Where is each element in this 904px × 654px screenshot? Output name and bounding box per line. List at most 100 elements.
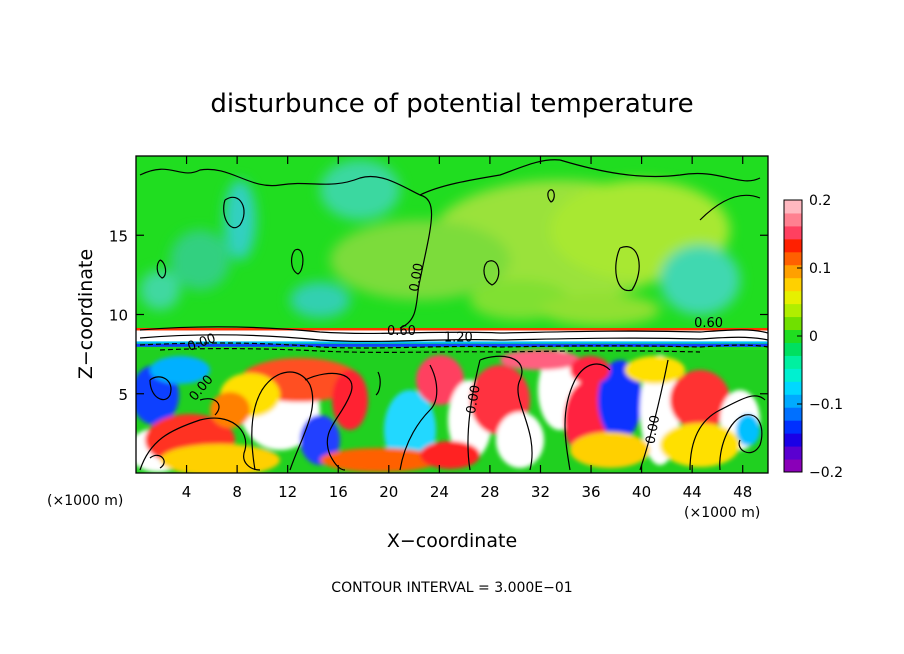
colorbar-swatch-18 bbox=[784, 225, 802, 240]
contour-line-19 bbox=[479, 355, 533, 471]
contour-lines bbox=[139, 159, 768, 471]
colorbar-swatch-4 bbox=[784, 407, 802, 421]
contour-label-2: 0.00 bbox=[407, 262, 427, 293]
contour-line-0 bbox=[139, 168, 433, 329]
y-tick-label-2: 15 bbox=[109, 227, 128, 245]
lower-patch-10 bbox=[416, 355, 464, 405]
y-tick-label-0: 5 bbox=[118, 386, 128, 404]
x-unit-left: (×1000 m) bbox=[47, 493, 123, 509]
x-tick-label-5: 24 bbox=[430, 483, 449, 501]
colorbar-label-1: 0.1 bbox=[809, 261, 831, 277]
y-axis: 5 10 15 bbox=[109, 227, 768, 404]
upper-patch-2 bbox=[330, 220, 510, 300]
upper-patch-4 bbox=[224, 180, 256, 260]
upper-patch-10 bbox=[140, 270, 180, 310]
contour-line-15 bbox=[251, 371, 314, 471]
contour-label-6: 0.00 bbox=[643, 414, 663, 445]
contour-line-23 bbox=[719, 414, 763, 471]
x-tick-label-10: 44 bbox=[683, 483, 702, 501]
inversion-white bbox=[136, 330, 768, 342]
colorbar-swatch-13 bbox=[784, 290, 802, 305]
lower-patch-7 bbox=[332, 370, 368, 430]
x-tick-label-3: 16 bbox=[329, 483, 348, 501]
x-tick-label-0: 4 bbox=[182, 483, 192, 501]
contour-line-7 bbox=[615, 246, 640, 292]
y-tick-label-1: 10 bbox=[109, 307, 128, 325]
colorbar-label-2: 0 bbox=[809, 329, 818, 345]
inversion-blue bbox=[136, 343, 768, 347]
colorbar-swatch-12 bbox=[784, 303, 802, 318]
contour-line-18 bbox=[467, 359, 481, 471]
colorbar: 0.2 0.1 0 −0.1 −0.2 bbox=[783, 193, 843, 481]
colorbar-swatch-10 bbox=[784, 329, 802, 343]
x-tick-label-7: 32 bbox=[531, 483, 550, 501]
contour-label-7: 0.60 bbox=[694, 316, 723, 331]
lower-patches bbox=[136, 350, 760, 473]
colorbar-swatch-7 bbox=[784, 368, 802, 382]
colorbar-swatch-20 bbox=[784, 200, 802, 214]
colorbar-swatch-9 bbox=[784, 342, 802, 356]
x-tick-label-6: 28 bbox=[480, 483, 499, 501]
contour-line-24 bbox=[149, 376, 172, 401]
lower-patch-27 bbox=[420, 441, 480, 469]
colorbar-swatch-1 bbox=[784, 446, 802, 460]
colorbar-swatch-16 bbox=[784, 251, 802, 266]
lower-patch-20 bbox=[736, 414, 760, 446]
x-axis: 4 8 12 16 20 24 28 32 36 40 44 48 bbox=[182, 156, 752, 501]
contour-line-25 bbox=[199, 398, 220, 416]
x-tick-label-2: 12 bbox=[278, 483, 297, 501]
contour-label-4: 1.20 bbox=[444, 330, 473, 345]
contour-line-11 bbox=[139, 334, 768, 342]
upper-patches bbox=[140, 160, 740, 326]
contour-line-14 bbox=[139, 417, 261, 471]
upper-patch-5 bbox=[290, 282, 350, 318]
x-unit-right: (×1000 m) bbox=[684, 505, 760, 521]
contour-line-12 bbox=[139, 342, 768, 349]
x-tick-label-9: 40 bbox=[632, 483, 651, 501]
contour-label-3: 0.60 bbox=[387, 324, 416, 339]
x-tick-label-4: 20 bbox=[379, 483, 398, 501]
x-axis-label: X−coordinate bbox=[387, 530, 517, 552]
contour-line-10 bbox=[139, 326, 768, 335]
colorbar-swatch-8 bbox=[784, 355, 802, 369]
contour-line-21 bbox=[639, 359, 669, 471]
x-tick-label-8: 36 bbox=[581, 483, 600, 501]
contour-line-20 bbox=[564, 363, 611, 471]
lower-patch-24 bbox=[150, 356, 210, 384]
contour-line-3 bbox=[699, 194, 761, 221]
inversion-red bbox=[136, 327, 768, 331]
lower-patch-23 bbox=[320, 448, 440, 472]
lower-patch-28 bbox=[625, 356, 685, 384]
chart-title: disturbunce of potential temperature bbox=[210, 89, 693, 119]
colorbar-swatch-19 bbox=[784, 212, 802, 227]
contour-line-9 bbox=[547, 189, 555, 203]
lower-patch-22 bbox=[570, 432, 650, 468]
contour-line-26 bbox=[375, 371, 381, 396]
colorbar-label-3: −0.1 bbox=[809, 397, 843, 413]
x-tick-label-11: 48 bbox=[733, 483, 752, 501]
upper-patch-9 bbox=[540, 294, 660, 326]
colorbar-label-0: 0.2 bbox=[809, 193, 831, 209]
contour-line-4 bbox=[223, 196, 245, 229]
contour-interval: CONTOUR INTERVAL = 3.000E−01 bbox=[331, 580, 572, 596]
upper-patch-6 bbox=[660, 245, 740, 315]
contour-label-5: 0.00 bbox=[464, 384, 484, 415]
contour-line-22 bbox=[689, 395, 766, 471]
lower-patch-6 bbox=[300, 415, 340, 465]
inversion-band bbox=[136, 327, 768, 347]
contour-line-6 bbox=[483, 260, 500, 286]
contour-line-8 bbox=[156, 259, 167, 279]
colorbar-swatch-17 bbox=[784, 238, 802, 253]
lower-patch-18 bbox=[670, 370, 730, 430]
lower-patch-21 bbox=[660, 423, 740, 467]
colorbar-swatch-5 bbox=[784, 394, 802, 408]
upper-patch-7 bbox=[170, 230, 230, 290]
colorbar-label-4: −0.2 bbox=[809, 465, 843, 481]
lower-patch-25 bbox=[500, 350, 580, 370]
inversion-cyan bbox=[136, 341, 768, 344]
contour-line-16 bbox=[304, 372, 353, 471]
upper-patch-3 bbox=[320, 160, 400, 220]
colorbar-swatch-6 bbox=[784, 381, 802, 395]
contour-line-5 bbox=[291, 248, 304, 275]
